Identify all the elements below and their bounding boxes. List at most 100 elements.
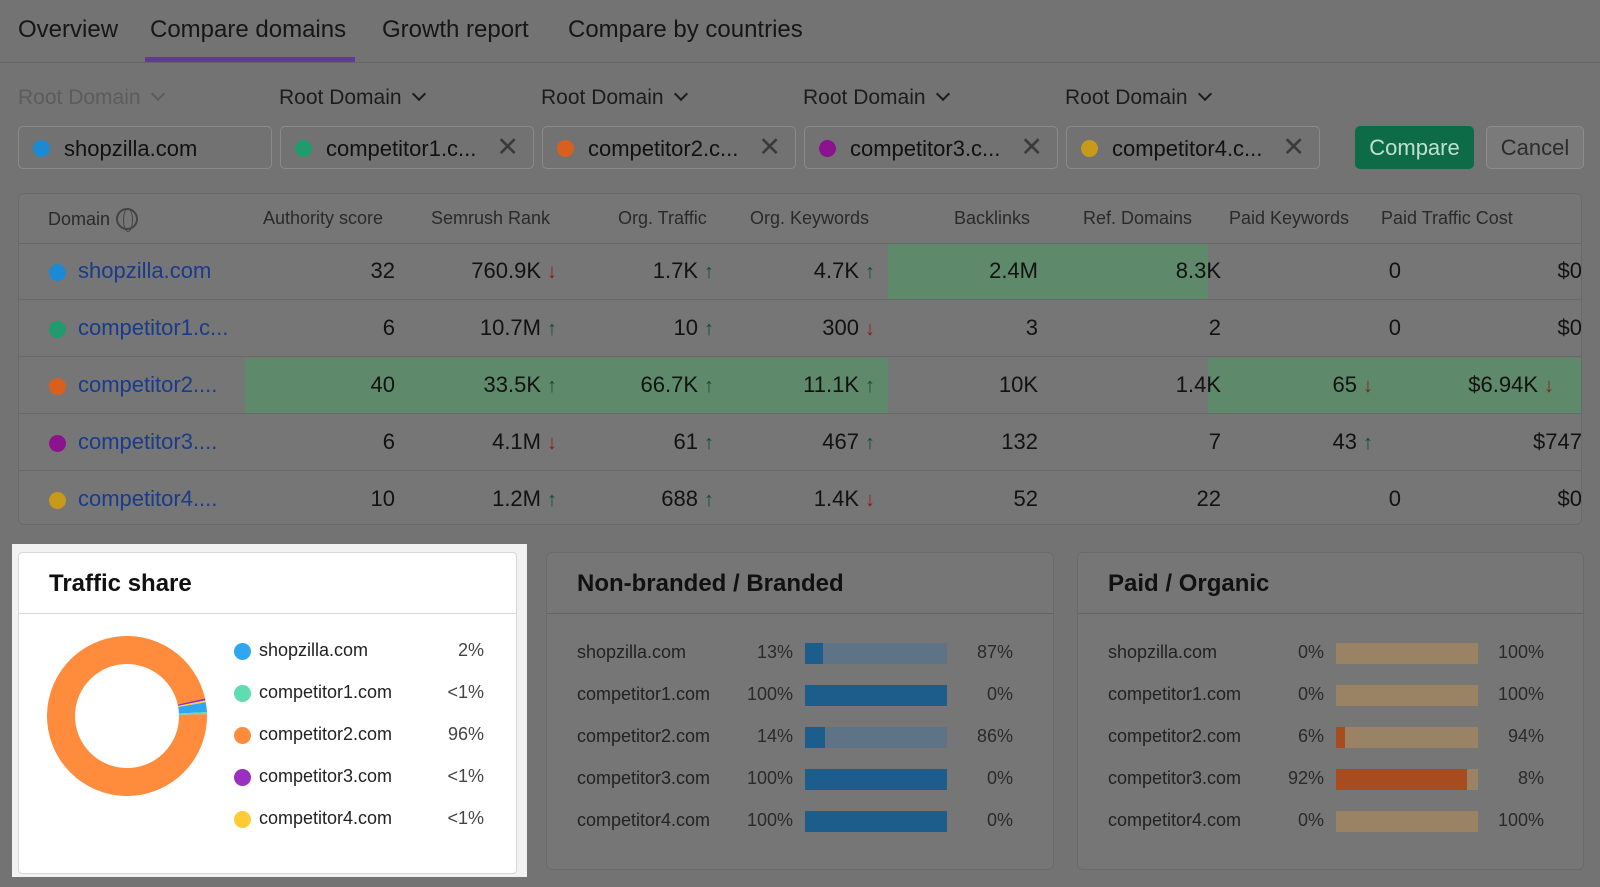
domain-input-5[interactable]: competitor4.c... ✕	[1066, 126, 1320, 169]
table-cell: 467 ↑	[822, 429, 875, 455]
domain-link[interactable]: shopzilla.com	[78, 258, 212, 283]
root-domain-dropdown-2[interactable]: Root Domain	[279, 86, 426, 110]
root-domain-dropdown-1: Root Domain	[18, 86, 165, 110]
domain-input-4[interactable]: competitor3.c... ✕	[804, 126, 1058, 169]
bar-row: shopzilla.com 0% 100%	[1078, 639, 1583, 669]
ratio-bar[interactable]	[1336, 769, 1478, 790]
bar-right-percent: 100%	[1497, 684, 1544, 704]
column-header-backlinks[interactable]: Backlinks	[954, 208, 1031, 228]
domain-link[interactable]: competitor3....	[78, 429, 218, 454]
arrow-down-icon: ↓	[865, 489, 875, 511]
domain-input-2[interactable]: competitor1.c... ✕	[280, 126, 534, 169]
cell-value: 7	[1208, 429, 1221, 454]
ratio-bar[interactable]	[1336, 643, 1478, 664]
cancel-button[interactable]: Cancel	[1486, 126, 1584, 169]
legend-percent: 96%	[447, 724, 484, 744]
ratio-bar[interactable]	[805, 769, 947, 790]
domain-link[interactable]: competitor4....	[78, 486, 218, 511]
branded-title: Non-branded / Branded	[577, 570, 844, 597]
cell-value: 1.4K	[813, 486, 859, 511]
domain-color-dot	[49, 321, 66, 338]
ratio-bar[interactable]	[805, 727, 947, 748]
column-header-org-keywords[interactable]: Org. Keywords	[750, 208, 870, 228]
globe-icon[interactable]	[116, 208, 139, 232]
column-header-paid-keywords[interactable]: Paid Keywords	[1229, 208, 1350, 228]
cell-value: 300	[822, 315, 859, 340]
table-row: competitor2.... 40 33.5K ↑ 66.7K ↑ 11.1K ↑ 10K 1.…	[19, 358, 1581, 414]
legend-item[interactable]: competitor4.com <1%	[234, 805, 484, 835]
domain-color-dot	[1081, 140, 1098, 157]
table-cell: 43 ↑	[1333, 429, 1373, 455]
cell-value: 2	[1208, 315, 1221, 340]
arrow-down-icon: ↓	[865, 318, 875, 340]
ratio-bar-fill	[1336, 769, 1467, 790]
table-cell: 1.4K	[1176, 372, 1221, 398]
table-cell: 6	[383, 315, 395, 341]
root-domain-label: Root Domain	[541, 86, 664, 109]
root-domain-dropdown-4[interactable]: Root Domain	[803, 86, 950, 110]
donut-slice[interactable]	[47, 636, 207, 796]
highlight-cell	[739, 358, 888, 413]
table-cell: $0	[1558, 486, 1581, 512]
bar-right-percent: 0%	[986, 768, 1013, 788]
bar-row: competitor4.com 0% 100%	[1078, 807, 1583, 837]
table-cell: 7	[1209, 429, 1221, 455]
close-icon[interactable]: ✕	[758, 132, 781, 162]
domain-link[interactable]: competitor1.c...	[78, 315, 229, 340]
domain-input-1[interactable]: shopzilla.com	[18, 126, 272, 169]
root-domain-dropdown-5[interactable]: Root Domain	[1065, 86, 1212, 110]
tab-compare-domains[interactable]: Compare domains	[144, 16, 356, 62]
ratio-bar[interactable]	[805, 643, 947, 664]
cell-value: 10	[370, 486, 395, 511]
table-cell: 3	[1026, 315, 1038, 341]
close-icon[interactable]: ✕	[496, 132, 519, 162]
domain-link[interactable]: competitor2....	[78, 372, 218, 397]
bar-left-percent: 92%	[1287, 768, 1324, 788]
domain-input-value: competitor3.c...	[850, 136, 1001, 161]
close-icon[interactable]: ✕	[1020, 132, 1043, 162]
arrow-down-icon: ↓	[1544, 375, 1554, 397]
bar-right-percent: 100%	[1497, 810, 1544, 830]
arrow-down-icon: ↓	[547, 432, 557, 454]
table-cell: 65 ↓	[1333, 372, 1373, 398]
column-header-org-traffic[interactable]: Org. Traffic	[618, 208, 707, 228]
highlight-cell	[406, 358, 586, 413]
legend-item[interactable]: competitor2.com 96%	[234, 721, 484, 751]
root-domain-dropdown-3[interactable]: Root Domain	[541, 86, 688, 110]
legend-label: competitor1.com	[259, 682, 393, 702]
cell-value: 1.7K	[652, 258, 698, 283]
close-icon[interactable]: ✕	[1282, 132, 1305, 162]
bar-row: competitor4.com 100% 0%	[547, 807, 1053, 837]
highlight-cell	[1208, 358, 1399, 413]
table-cell: 0	[1389, 315, 1401, 341]
legend-item[interactable]: shopzilla.com 2%	[234, 637, 484, 667]
bar-row-domain: shopzilla.com	[1108, 642, 1218, 662]
column-header-authority-score[interactable]: Authority score	[263, 208, 384, 228]
ratio-bar[interactable]	[1336, 727, 1478, 748]
tab-overview[interactable]: Overview	[18, 16, 119, 43]
ratio-bar[interactable]	[805, 811, 947, 832]
column-header-ref-domains[interactable]: Ref. Domains	[1083, 208, 1193, 228]
ratio-bar-fill	[1336, 727, 1345, 748]
table-cell: 2	[1209, 315, 1221, 341]
table-cell: $0	[1558, 258, 1581, 284]
column-header-semrush-rank[interactable]: Semrush Rank	[431, 208, 551, 228]
compare-button[interactable]: Compare	[1355, 126, 1474, 169]
tab-growth-report[interactable]: Growth report	[382, 16, 529, 43]
domain-color-dot	[49, 378, 66, 395]
ratio-bar[interactable]	[1336, 685, 1478, 706]
domain-color-dot	[557, 140, 574, 157]
ratio-bar[interactable]	[805, 685, 947, 706]
bar-right-percent: 86%	[976, 726, 1013, 746]
legend-item[interactable]: competitor1.com <1%	[234, 679, 484, 709]
cell-value: 32	[370, 258, 395, 283]
tab-compare-by-countries[interactable]: Compare by countries	[568, 16, 803, 43]
donut-slice[interactable]	[47, 636, 207, 796]
domain-input-3[interactable]: competitor2.c... ✕	[542, 126, 796, 169]
legend-item[interactable]: competitor3.com <1%	[234, 763, 484, 793]
root-domain-label: Root Domain	[18, 86, 141, 109]
ratio-bar[interactable]	[1336, 811, 1478, 832]
column-header-paid-traffic-cost[interactable]: Paid Traffic Cost	[1381, 208, 1513, 228]
comparison-table: Domain Authority score Semrush Rank Org.…	[18, 193, 1582, 525]
arrow-up-icon: ↑	[547, 489, 557, 511]
